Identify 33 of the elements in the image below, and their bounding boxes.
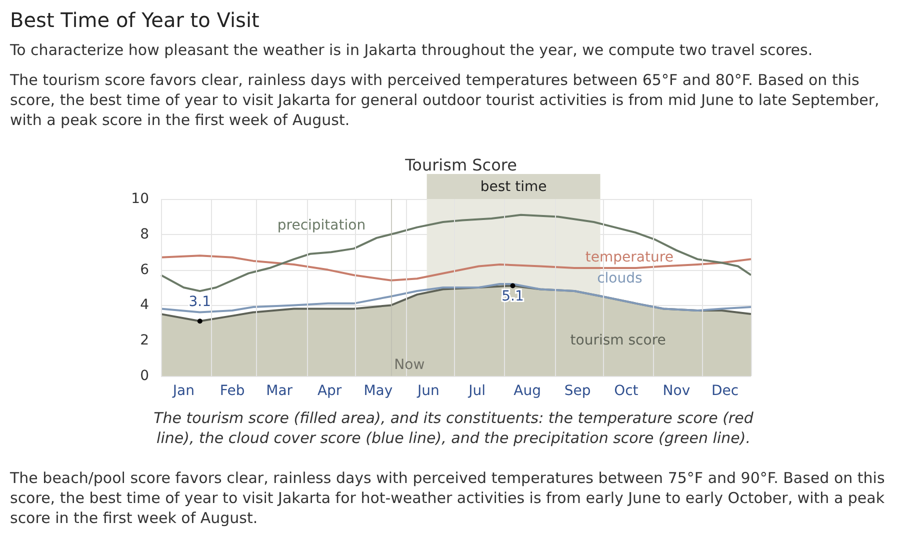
x-tick-label: Nov [662, 383, 690, 399]
y-tick-label: 0 [140, 368, 149, 384]
x-tick-label: Jun [416, 383, 440, 399]
x-tick-label: Mar [266, 383, 293, 399]
line-series [160, 282, 752, 314]
x-tick-label: Dec [712, 383, 739, 399]
y-tick-label: 4 [140, 297, 150, 314]
band-label: best time [480, 179, 547, 195]
chart-title: Best Time of Year to Visit [10, 8, 260, 32]
series-label: temperature [585, 249, 674, 266]
x-tick-label: Jan [172, 383, 194, 399]
x-tick-label: Aug [514, 383, 541, 399]
ref-line-label: Now [394, 357, 425, 373]
series-label: clouds [597, 270, 642, 287]
text: The beach/pool score favors clear, rainless days with perceived temperatures between 75°F and 90°F. Based on this score, the best time of year to visit Jakarta for hot-weather activities is from early June to early October, with a peak score in the first week of August. [10, 468, 886, 528]
x-tick-label: Sep [564, 383, 591, 399]
series-label: tourism score [570, 332, 666, 349]
chart-subtitle: Tourism Score [404, 156, 517, 174]
data-label: 5.1 [502, 288, 524, 305]
y-tick-label: 6 [140, 262, 150, 278]
series-label: precipitation [277, 218, 366, 234]
data-label: 3.1 [188, 294, 212, 310]
x-tick-label: Apr [317, 383, 342, 399]
x-tick-label: Jul [468, 383, 486, 399]
y-tick-label: 8 [140, 226, 149, 242]
text: The tourism score (filled area), and its constituents: the temperature score (red line), the cloud cover score (blue line), and the precipitation score (green line). [154, 408, 754, 448]
x-tick-label: Oct [614, 383, 639, 399]
x-tick-label: May [364, 383, 393, 399]
text: The tourism score favors clear, rainless days with perceived temperatures between 65°F and 80°F. Based on this score, the best time of year to visit Jakarta for general outdoor tourist activities is from mid June to late September, with a peak score in the first week of August. [10, 70, 880, 130]
y-tick-label: 10 [131, 191, 149, 207]
x-tick-label: Feb [220, 383, 245, 399]
y-tick-label: 2 [140, 332, 149, 349]
text: To characterize how pleasant the weather is in Jakarta throughout the year, we compute two travel scores. [10, 40, 814, 60]
